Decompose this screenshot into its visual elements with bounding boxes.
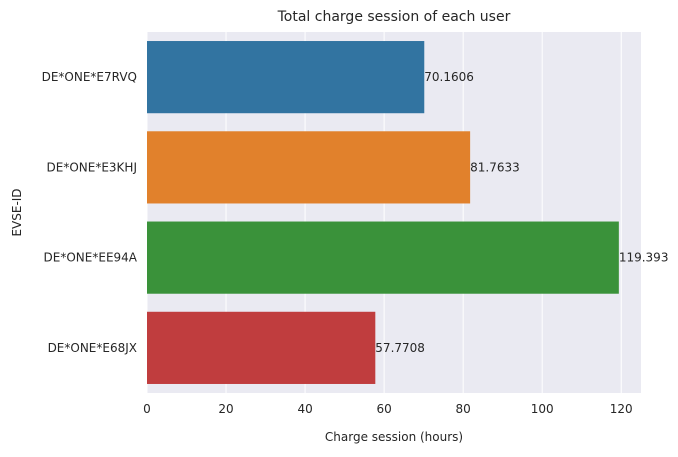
chart-title: Total charge session of each user — [277, 9, 511, 25]
data-label: 119.393 — [619, 251, 669, 265]
bar — [147, 41, 425, 114]
y-tick-label: DE*ONE*EE94A — [44, 251, 138, 265]
x-tick-label: 60 — [376, 402, 391, 416]
x-tick-label: 40 — [297, 402, 312, 416]
data-label: 57.7708 — [375, 341, 425, 355]
x-axis-ticks: 0 20 40 60 80 100 120 — [143, 402, 633, 416]
x-tick-label: 120 — [610, 402, 633, 416]
y-axis-ticks: DE*ONE*E7RVQ DE*ONE*E3KHJ DE*ONE*EE94A DE*O… — [42, 70, 138, 355]
bar — [147, 311, 376, 384]
x-axis-label: Charge session (hours) — [325, 430, 463, 444]
y-tick-label: DE*ONE*E68JX — [48, 341, 137, 355]
y-tick-label: DE*ONE*E3KHJ — [47, 160, 137, 174]
bars — [147, 41, 619, 384]
x-tick-label: 20 — [218, 402, 233, 416]
y-axis-label: EVSE-ID — [10, 188, 24, 236]
data-labels: 70.1606 81.7633 119.393 57.7708 — [375, 70, 668, 355]
x-tick-label: 80 — [456, 402, 471, 416]
bar — [147, 221, 619, 294]
y-tick-label: DE*ONE*E7RVQ — [42, 70, 137, 84]
x-tick-label: 0 — [143, 402, 151, 416]
data-label: 70.1606 — [424, 70, 474, 84]
bar — [147, 131, 471, 204]
x-tick-label: 100 — [531, 402, 554, 416]
data-label: 81.7633 — [470, 160, 520, 174]
